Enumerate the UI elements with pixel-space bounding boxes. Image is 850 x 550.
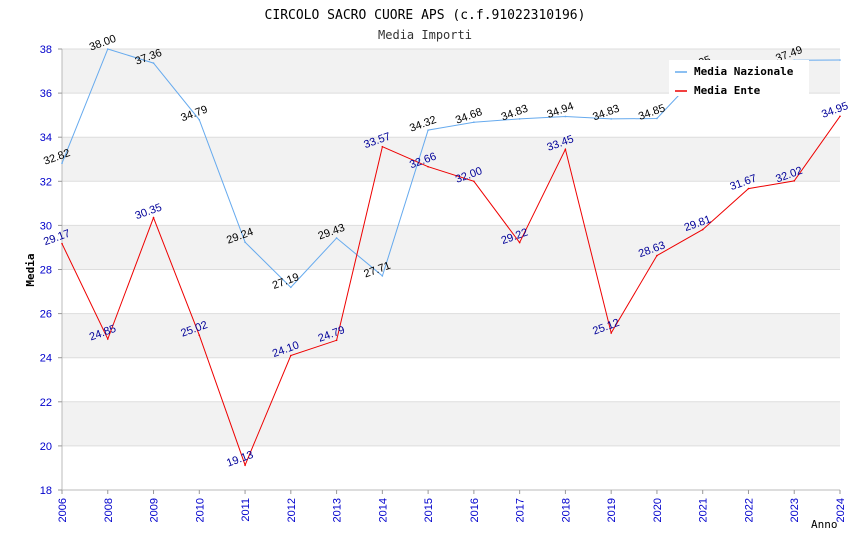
y-tick-label: 28: [40, 265, 52, 277]
y-tick-label: 38: [40, 44, 52, 56]
data-point: [198, 118, 201, 121]
x-tick-label: 2024: [835, 498, 847, 522]
x-tick-label: 2019: [606, 498, 618, 522]
data-point: [656, 117, 658, 120]
x-axis-title: Anno: [811, 518, 838, 531]
x-tick-label: 2014: [377, 498, 389, 522]
x-tick-label: 2010: [194, 498, 206, 522]
data-point: [564, 148, 567, 151]
data-point: [244, 464, 246, 466]
data-point: [381, 145, 384, 148]
y-tick-label: 36: [40, 88, 52, 100]
legend-label-media-ente: Media Ente: [694, 84, 761, 97]
x-tick-label: 2020: [652, 498, 664, 522]
grid-band: [62, 137, 840, 182]
data-point: [701, 228, 704, 231]
data-point: [152, 62, 155, 64]
grid-band: [62, 401, 840, 446]
data-label: 34.94: [545, 100, 575, 121]
x-tick-label: 2012: [286, 498, 298, 522]
data-point: [839, 59, 841, 61]
data-label: 34.79: [179, 104, 209, 125]
data-label: 34.68: [454, 106, 484, 127]
data-label: 19.13: [225, 449, 255, 470]
y-tick-label: 20: [40, 441, 52, 453]
grid-band: [62, 225, 840, 270]
data-point: [610, 332, 612, 334]
data-point: [61, 162, 63, 165]
y-tick-label: 34: [40, 132, 52, 144]
x-tick-label: 2022: [743, 498, 755, 522]
data-point: [335, 339, 338, 342]
y-tick-label: 24: [40, 353, 52, 365]
data-point: [198, 334, 201, 337]
data-label: 34.85: [637, 102, 667, 123]
x-tick-label: 2018: [560, 498, 572, 522]
x-tick-label: 2009: [149, 498, 161, 522]
grid-bands: [62, 49, 840, 446]
y-axis-ticks: 18 20 22 24 26 28 30 32 34 36 38: [40, 44, 62, 497]
data-point: [106, 48, 109, 50]
data-label: 34.83: [591, 103, 621, 124]
data-point: [793, 180, 796, 182]
y-tick-label: 22: [40, 397, 52, 409]
data-point: [381, 275, 384, 277]
y-tick-label: 26: [40, 309, 52, 321]
data-point: [427, 165, 429, 168]
x-tick-label: 2016: [469, 498, 481, 522]
data-label: 34.32: [408, 114, 438, 135]
data-point: [839, 115, 841, 118]
x-tick-label: 2008: [103, 498, 115, 522]
data-point: [656, 254, 658, 257]
data-point: [518, 118, 521, 120]
data-point: [747, 187, 750, 190]
data-point: [610, 118, 612, 120]
series-line-media-ente: [61, 116, 841, 467]
data-label: 34.83: [500, 103, 530, 124]
x-axis-ticks: 2006 2008 2009 2010 2011 2012 2013 2014 2015 2016…: [57, 490, 847, 522]
data-point: [61, 242, 63, 245]
data-point: [518, 241, 521, 244]
x-tick-label: 2011: [240, 498, 252, 522]
legend-label-media-nazionale: Media Nazionale: [694, 65, 794, 78]
x-tick-label: 2015: [423, 498, 435, 522]
data-point: [427, 129, 429, 131]
x-tick-label: 2006: [57, 498, 69, 522]
x-tick-label: 2013: [332, 498, 344, 522]
chart-title: CIRCOLO SACRO CUORE APS (c.f.91022310196…: [265, 8, 586, 23]
x-tick-label: 2017: [515, 498, 527, 522]
data-point: [106, 338, 109, 340]
data-point: [564, 115, 567, 118]
data-point: [473, 121, 475, 124]
legend: Media Nazionale Media Ente: [669, 60, 809, 97]
data-point: [152, 216, 155, 219]
y-tick-label: 32: [40, 176, 52, 188]
data-point: [290, 354, 292, 357]
chart-subtitle: Media Importi: [378, 28, 472, 42]
data-point: [473, 180, 475, 183]
legend-box: [669, 60, 809, 96]
x-tick-label: 2023: [789, 498, 801, 522]
data-point: [335, 237, 338, 239]
data-point: [244, 241, 246, 243]
grid-band: [62, 313, 840, 358]
data-label: 34.95: [820, 100, 850, 121]
data-label: 27.19: [271, 271, 301, 292]
y-tick-label: 18: [40, 485, 52, 497]
data-point: [290, 286, 292, 289]
y-tick-label: 30: [40, 220, 52, 232]
data-label: 30.35: [134, 202, 164, 223]
y-axis-title: Media: [24, 253, 37, 286]
x-tick-label: 2021: [698, 498, 710, 522]
